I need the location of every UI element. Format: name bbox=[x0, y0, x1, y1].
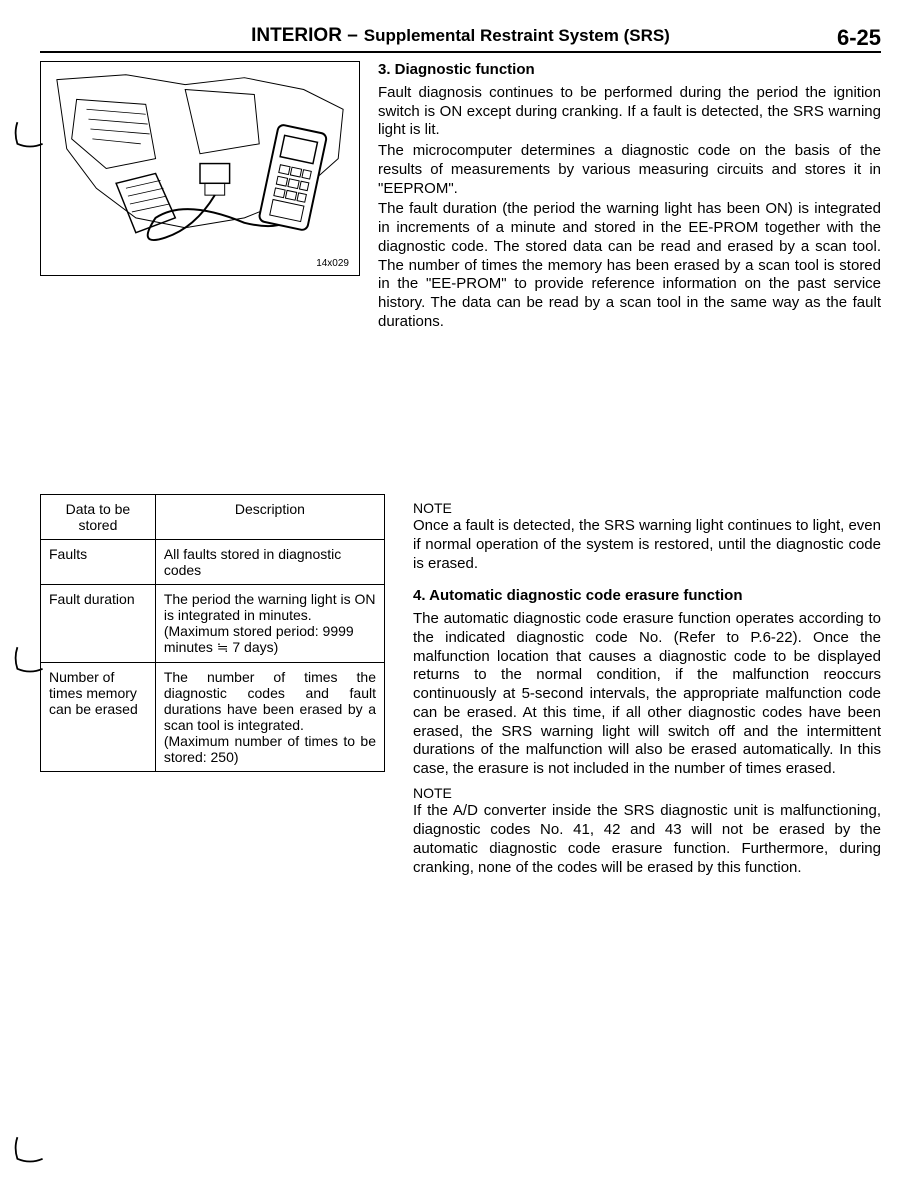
top-section: 14x029 3. Diagnostic function Fault diag… bbox=[40, 61, 881, 334]
right-text-column: NOTE Once a fault is detected, the SRS w… bbox=[413, 494, 881, 880]
section-4-heading: 4. Automatic diagnostic code erasure fun… bbox=[413, 587, 881, 606]
note-1-label: NOTE bbox=[413, 500, 881, 518]
section-3-heading: 3. Diagnostic function bbox=[378, 61, 881, 80]
binding-mark-icon bbox=[12, 640, 48, 676]
page-header: INTERIOR – Supplemental Restraint System… bbox=[40, 25, 881, 53]
note-1-text: Once a fault is detected, the SRS warnin… bbox=[413, 517, 881, 573]
note-2-text: If the A/D converter inside the SRS diag… bbox=[413, 802, 881, 877]
section-3-p3: The fault duration (the period the warni… bbox=[378, 200, 881, 331]
table-row: Data to be stored Description bbox=[41, 494, 385, 539]
section-3-p2: The microcomputer determines a diagnosti… bbox=[378, 142, 881, 198]
table-row: Fault duration The period the warning li… bbox=[41, 584, 385, 662]
table-header-col2: Description bbox=[155, 494, 384, 539]
page-number: 6-25 bbox=[837, 25, 881, 51]
table-cell: The period the warning light is ON is in… bbox=[155, 584, 384, 662]
table-row: Faults All faults stored in diagnostic c… bbox=[41, 539, 385, 584]
section-3-text: 3. Diagnostic function Fault diagnosis c… bbox=[378, 61, 881, 334]
table-row: Number of times memory can be erased The… bbox=[41, 662, 385, 771]
data-table-column: Data to be stored Description Faults All… bbox=[40, 494, 385, 880]
table-cell: Number of times memory can be erased bbox=[41, 662, 156, 771]
scan-tool-illustration-icon bbox=[47, 68, 353, 269]
binding-mark-icon bbox=[12, 1130, 48, 1166]
header-title: INTERIOR – bbox=[251, 25, 358, 47]
figure-label: 14x029 bbox=[316, 258, 349, 269]
note-2-label: NOTE bbox=[413, 785, 881, 803]
bottom-section: Data to be stored Description Faults All… bbox=[40, 494, 881, 880]
table-cell: Fault duration bbox=[41, 584, 156, 662]
header-subtitle: Supplemental Restraint System (SRS) bbox=[364, 26, 670, 46]
section-3-p1: Fault diagnosis continues to be performe… bbox=[378, 84, 881, 140]
diagnostic-tool-figure: 14x029 bbox=[40, 61, 360, 276]
table-cell: Faults bbox=[41, 539, 156, 584]
stored-data-table: Data to be stored Description Faults All… bbox=[40, 494, 385, 772]
section-4-p1: The automatic diagnostic code erasure fu… bbox=[413, 610, 881, 779]
table-header-col1: Data to be stored bbox=[41, 494, 156, 539]
table-cell: All faults stored in diagnostic codes bbox=[155, 539, 384, 584]
table-cell: The number of times the diagnostic codes… bbox=[155, 662, 384, 771]
